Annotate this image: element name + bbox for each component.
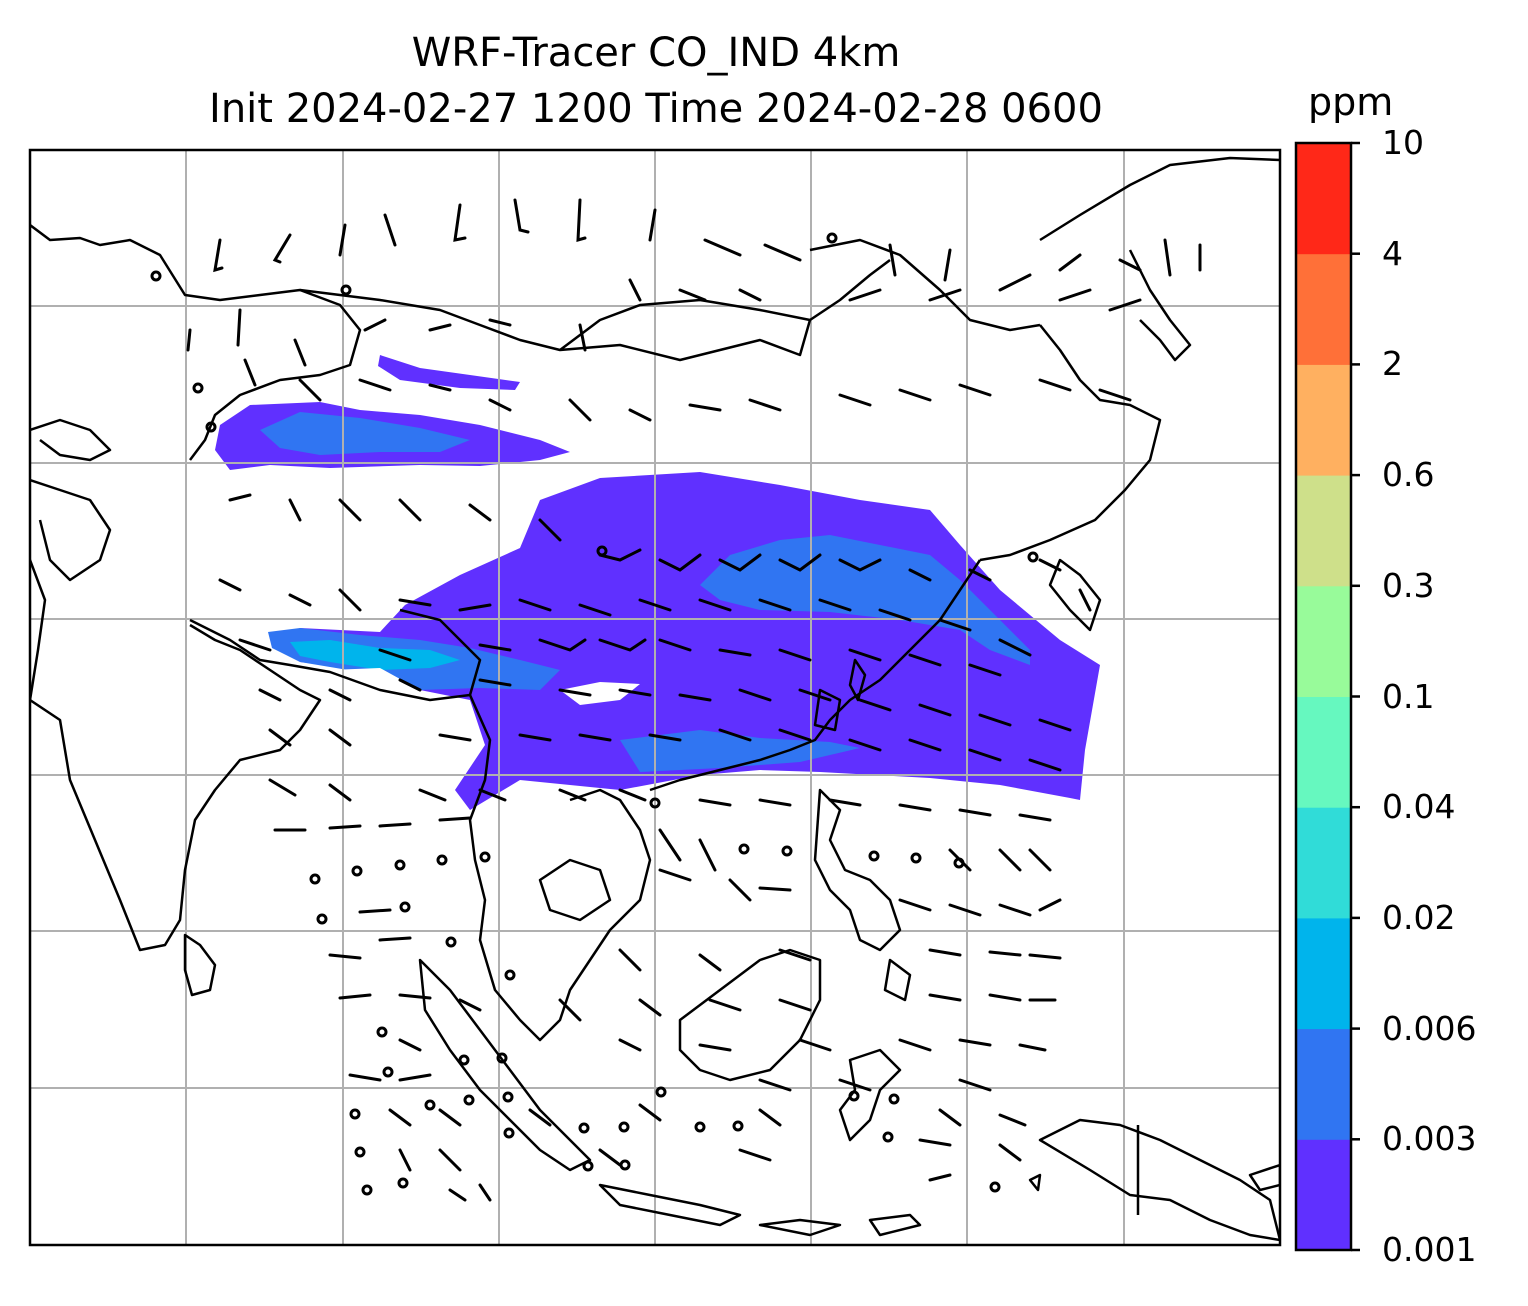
colorbar-segment: [1296, 585, 1351, 697]
colorbar-tick-label: 0.02: [1382, 897, 1456, 937]
plume-gap-2: [330, 668, 420, 692]
colorbar-tick-label: 0.003: [1382, 1119, 1477, 1159]
colorbar-tick-label: 10: [1382, 123, 1424, 162]
colorbar-tick-label: 0.6: [1382, 455, 1435, 495]
colorbar-tick-label: 0.1: [1382, 676, 1435, 716]
coastlines: [30, 156, 1280, 1242]
colorbar-tick-label: 4: [1382, 233, 1403, 273]
wind-barbs: [186, 198, 1202, 1202]
colorbar-tick-label: 0.04: [1382, 787, 1456, 827]
map-title-line-1: WRF-Tracer CO_IND 4km: [411, 30, 901, 76]
tracer-plume: [215, 355, 1100, 810]
map-gridlines: [30, 150, 1280, 1245]
colorbar-tick-label: 0.001: [1382, 1230, 1477, 1269]
plume-core: [290, 640, 460, 670]
colorbar-tick-label: 0.3: [1382, 565, 1435, 605]
colorbar: [1296, 141, 1360, 1252]
plume-north-strip: [378, 355, 520, 390]
colorbar-segment: [1296, 1139, 1351, 1251]
colorbar-units-label: ppm: [1308, 80, 1394, 124]
colorbar-segment: [1296, 364, 1351, 476]
colorbar-tick-label: 0.006: [1382, 1008, 1477, 1048]
colorbar-segment: [1296, 1028, 1351, 1140]
colorbar-segment: [1296, 253, 1351, 365]
map-title-line-2: Init 2024-02-27 1200 Time 2024-02-28 060…: [209, 86, 1103, 132]
colorbar-segment: [1296, 696, 1351, 808]
colorbar-segment: [1296, 807, 1351, 919]
plume-main-mid: [700, 535, 1030, 665]
plume-gap-1: [560, 682, 640, 705]
colorbar-frame: [1294, 141, 1353, 1252]
colorbar-segment: [1296, 143, 1351, 255]
colorbar-tick-label: 2: [1382, 344, 1403, 384]
calm-wind-markers: [150, 232, 1039, 1196]
plume-north-mid: [260, 412, 470, 455]
colorbar-segment: [1296, 475, 1351, 587]
colorbar-segment: [1296, 917, 1351, 1030]
map-frame: [28, 148, 1282, 1247]
